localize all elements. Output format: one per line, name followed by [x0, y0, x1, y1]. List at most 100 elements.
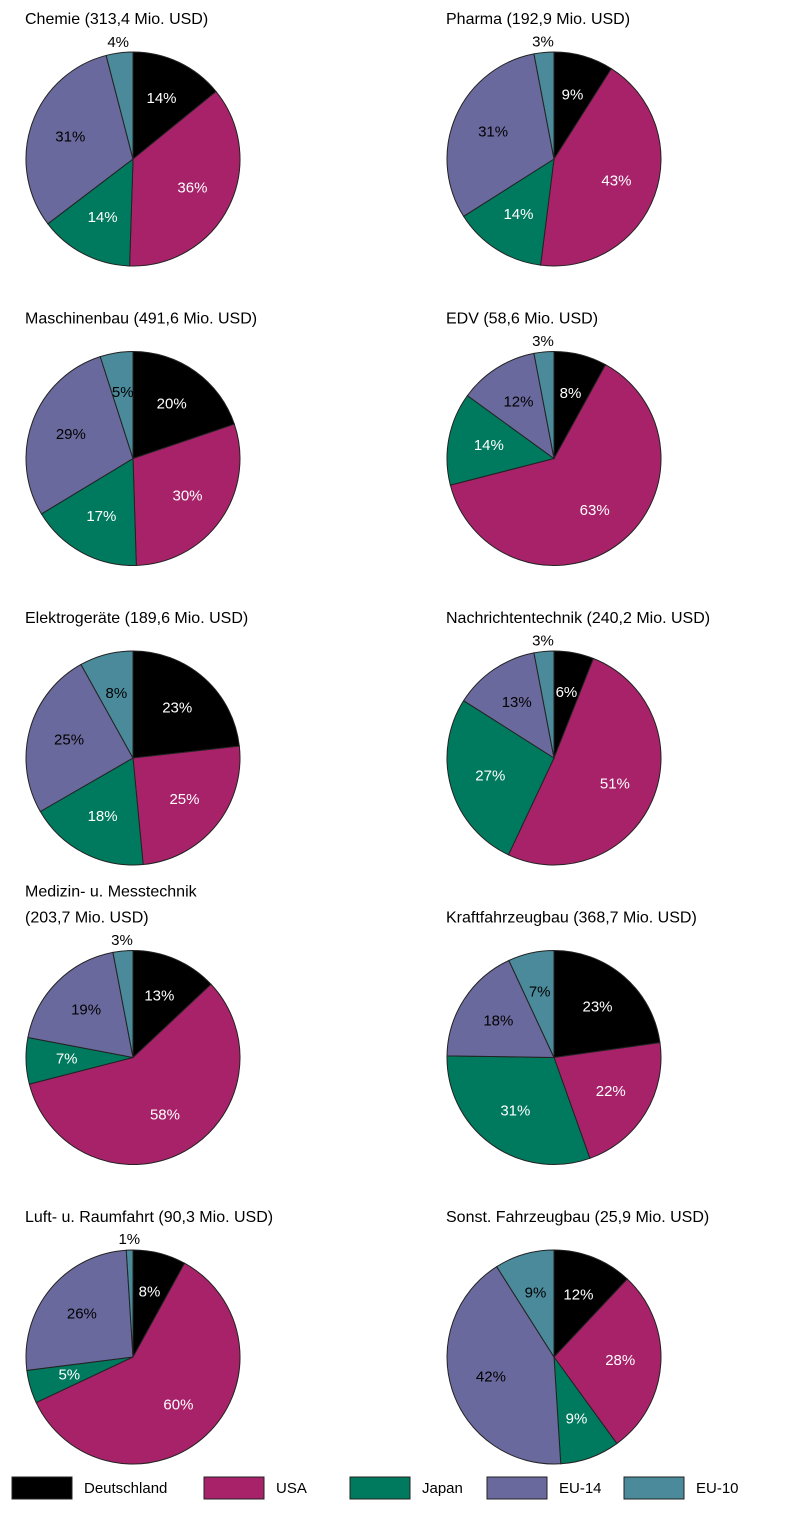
data-label: 63% [580, 502, 610, 519]
pie-slice [132, 949, 212, 1059]
data-label: 1% [118, 1231, 140, 1248]
data-label: 13% [502, 694, 532, 711]
data-label: 25% [54, 731, 84, 748]
pie-slice [533, 51, 555, 160]
pie-slice [533, 350, 555, 459]
pie-slice [27, 951, 134, 1059]
data-label: 42% [476, 1368, 506, 1385]
pie-slice [446, 699, 555, 856]
data-label: 3% [532, 632, 554, 649]
pie-slice [446, 1055, 591, 1165]
pie-slice [25, 356, 134, 515]
pie-slice [553, 949, 661, 1059]
chart-title: Kraftfahrzeugbau (368,7 Mio. USD) [446, 910, 697, 927]
chart-title: Maschinenbau (491,6 Mio. USD) [25, 311, 257, 328]
legend-label: EU-10 [696, 1480, 739, 1497]
pie-slice [466, 352, 555, 460]
pie-slice [25, 663, 134, 813]
pie-slice [553, 1278, 662, 1445]
data-label: 12% [563, 1286, 593, 1303]
data-label: 18% [483, 1012, 513, 1029]
pie-slice [35, 1262, 241, 1465]
pie-slice [132, 650, 240, 759]
pie-slice [99, 350, 134, 459]
pie-slice [125, 1249, 134, 1358]
chart-title: Luft- u. Raumfahrt (90,3 Mio. USD) [25, 1209, 273, 1226]
legend-swatch [349, 1476, 411, 1500]
legend-swatch [203, 1476, 265, 1500]
pie-slice [507, 657, 662, 866]
pie-slice [449, 364, 662, 566]
pie-slice [47, 157, 134, 267]
chart-title: Nachrichtentechnik (240,2 Mio. USD) [446, 610, 710, 627]
data-label: 8% [560, 385, 582, 402]
chart-title: Elektrogeräte (189,6 Mio. USD) [25, 610, 248, 627]
data-label: 31% [55, 128, 85, 145]
legend-label: EU-14 [559, 1480, 602, 1497]
data-label: 31% [478, 124, 508, 141]
data-label: 7% [529, 984, 551, 1001]
pie-slice [446, 1265, 562, 1465]
chart-title: EDV (58,6 Mio. USD) [446, 311, 598, 328]
pie-slice [553, 1249, 628, 1359]
data-label: 14% [88, 209, 118, 226]
data-label: 20% [157, 396, 187, 413]
data-label: 3% [532, 333, 554, 350]
data-label: 7% [56, 1051, 78, 1068]
pie-slice [28, 983, 241, 1165]
data-label: 6% [556, 684, 578, 701]
legend-label: Deutschland [84, 1480, 167, 1497]
pie-slice [553, 1042, 662, 1159]
data-label: 13% [144, 988, 174, 1005]
legend-swatch [486, 1476, 548, 1500]
data-label: 14% [503, 206, 533, 223]
data-label: 28% [605, 1352, 635, 1369]
data-label: 58% [150, 1107, 180, 1124]
pie-slice [40, 457, 137, 566]
data-label: 30% [172, 487, 202, 504]
data-label: 12% [503, 393, 533, 410]
data-label: 8% [139, 1284, 161, 1301]
data-label: 4% [107, 34, 129, 51]
data-label: 9% [525, 1284, 547, 1301]
data-label: 22% [596, 1083, 626, 1100]
data-label: 26% [67, 1306, 97, 1323]
data-label: 3% [111, 932, 133, 949]
pie-slice [533, 650, 555, 759]
data-label: 51% [600, 775, 630, 792]
pie-slice [39, 757, 144, 866]
chart-title: Chemie (313,4 Mio. USD) [25, 11, 208, 28]
pie-slice [462, 158, 555, 266]
data-label: 43% [601, 172, 631, 189]
pie-slice [540, 67, 662, 267]
legend-label: USA [276, 1480, 307, 1497]
pie-slice [105, 51, 134, 160]
data-label: 14% [146, 90, 176, 107]
data-label: 9% [562, 86, 584, 103]
data-label: 27% [475, 767, 505, 784]
data-label: 25% [169, 791, 199, 808]
pie-slice [446, 53, 555, 218]
pie-slice [132, 745, 241, 866]
data-label: 8% [105, 685, 127, 702]
data-label: 19% [71, 1002, 101, 1019]
data-label: 23% [582, 998, 612, 1015]
pie-slice [80, 650, 134, 760]
data-label: 9% [566, 1410, 588, 1427]
chart-title: (203,7 Mio. USD) [25, 910, 149, 927]
pie-slice [129, 90, 241, 267]
data-label: 3% [532, 33, 554, 50]
data-label: 23% [162, 700, 192, 717]
data-label: 5% [112, 384, 134, 401]
pie-slice [495, 1249, 555, 1359]
data-label: 5% [58, 1366, 80, 1383]
data-label: 17% [86, 508, 116, 525]
legend-label: Japan [422, 1480, 463, 1497]
legend-swatch [623, 1476, 685, 1500]
data-label: 14% [474, 437, 504, 454]
pie-slice [462, 652, 555, 760]
pie-slice [132, 350, 235, 460]
legend-swatch [11, 1476, 73, 1500]
pie-slice [508, 949, 555, 1058]
